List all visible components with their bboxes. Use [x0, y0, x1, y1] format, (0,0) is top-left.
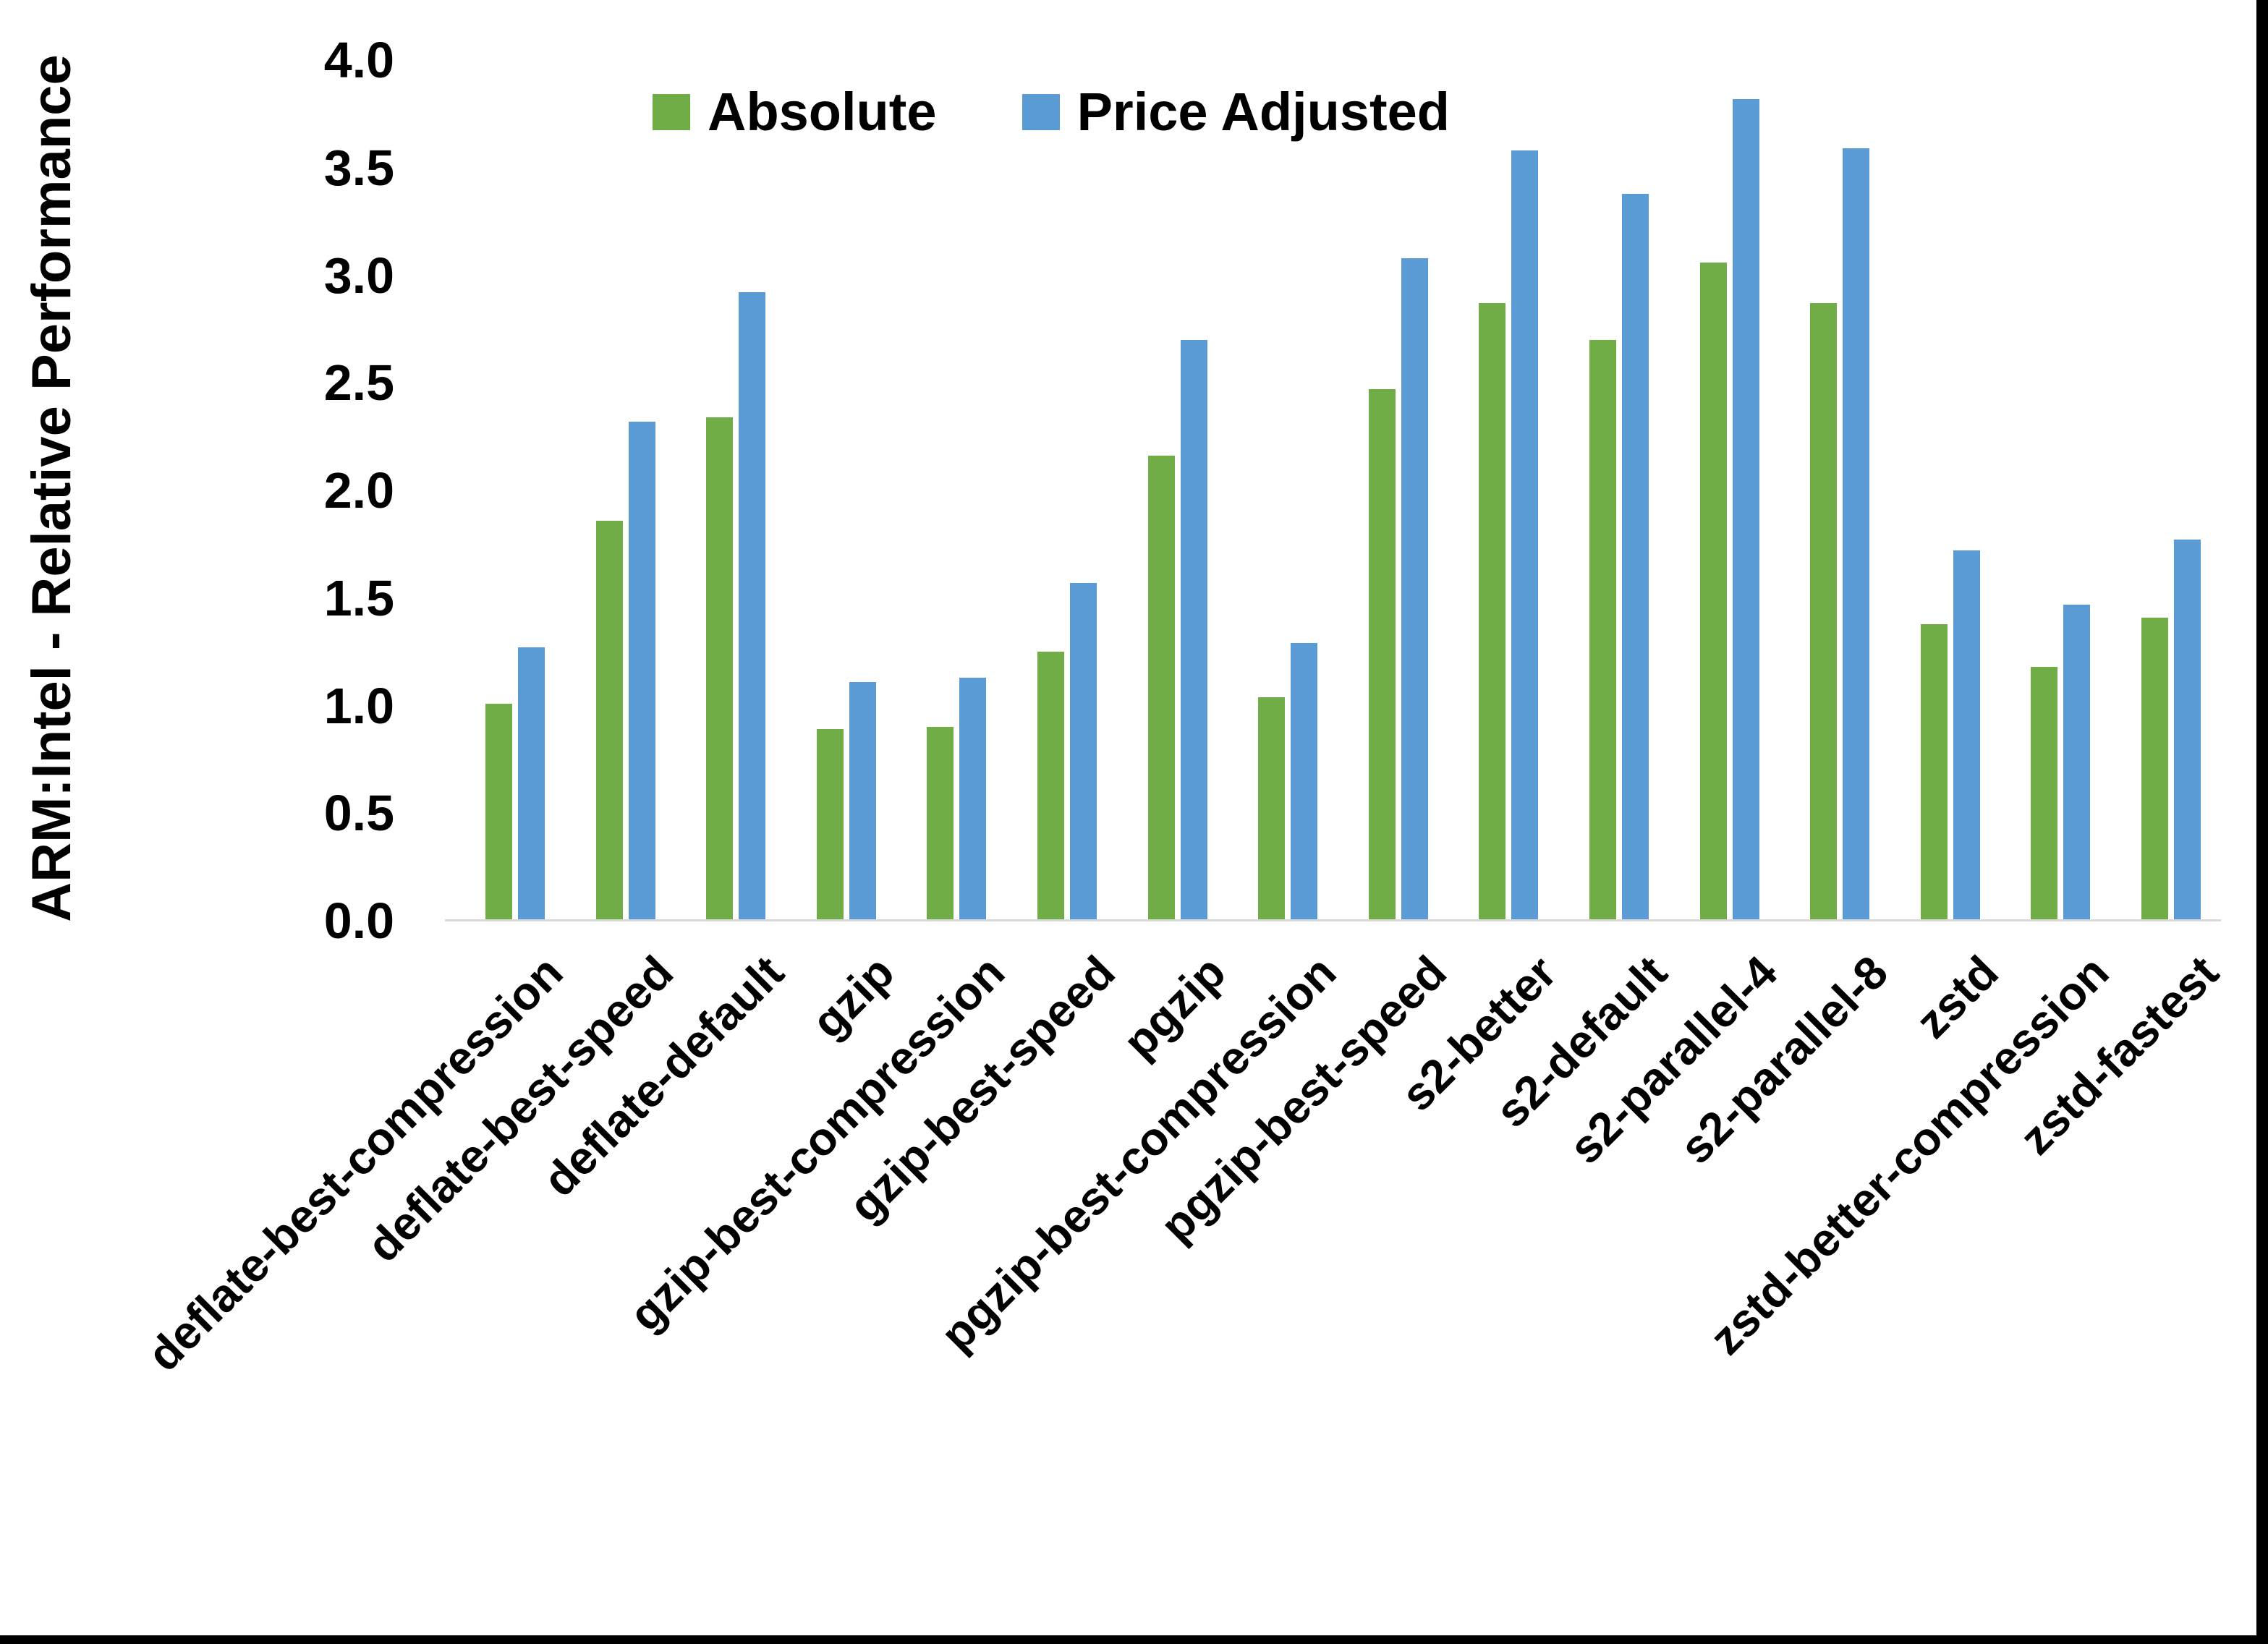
bar-absolute-deflate-best-compression [485, 703, 512, 921]
bar-price-adjusted-s2-parallel-8 [1843, 148, 1870, 921]
bar-absolute-deflate-default [706, 417, 734, 921]
bar-absolute-s2-parallel-4 [1699, 262, 1727, 921]
bar-price-adjusted-pgzip-best-speed [1401, 257, 1428, 921]
bar-price-adjusted-gzip-best-compression [959, 677, 987, 921]
y-tick-label: 2.5 [323, 354, 394, 412]
bar-absolute-pgzip [1147, 456, 1175, 921]
bar-price-adjusted-zstd-fastest [2174, 540, 2201, 921]
bar-price-adjusted-s2-default [1622, 193, 1649, 921]
bar-price-adjusted-zstd-better-compression [2063, 604, 2091, 921]
y-tick-label: 3.0 [323, 247, 394, 304]
bar-absolute-s2-parallel-8 [1810, 303, 1838, 921]
legend-item-price-adjusted: Price Adjusted [1022, 81, 1450, 142]
y-tick-label: 4.0 [323, 32, 394, 88]
bar-price-adjusted-gzip [849, 681, 876, 921]
legend-swatch-price-adjusted [1022, 93, 1060, 130]
legend-item-absolute: Absolute [653, 81, 937, 142]
bar-absolute-gzip-best-speed [1037, 652, 1064, 921]
plot-area [449, 60, 2214, 921]
y-tick-label: 2.0 [323, 462, 394, 519]
bar-price-adjusted-deflate-best-compression [518, 647, 545, 921]
bar-absolute-pgzip-best-compression [1258, 697, 1286, 921]
bar-absolute-deflate-best-speed [595, 520, 623, 921]
y-tick-label: 1.0 [323, 677, 394, 734]
x-axis-line [445, 919, 2221, 921]
bar-absolute-zstd-better-compression [2031, 667, 2058, 921]
legend-swatch-absolute [653, 93, 690, 130]
bar-price-adjusted-deflate-best-speed [628, 421, 655, 921]
bar-price-adjusted-deflate-default [739, 292, 766, 921]
bar-price-adjusted-pgzip-best-compression [1291, 643, 1318, 921]
y-tick-label: 1.5 [323, 569, 394, 626]
bar-price-adjusted-s2-parallel-4 [1732, 98, 1759, 921]
frame-right-border [2256, 0, 2268, 1644]
frame-bottom-border [0, 1635, 2268, 1644]
bar-price-adjusted-s2-better [1511, 150, 1539, 921]
legend: Absolute Price Adjusted [653, 81, 1450, 142]
y-axis-title: ARM:Intel - Relative Performance [21, 54, 82, 922]
bar-absolute-zstd [1920, 623, 1948, 921]
bar-price-adjusted-gzip-best-speed [1070, 582, 1097, 921]
bar-absolute-gzip [816, 729, 844, 921]
bar-absolute-s2-better [1479, 303, 1506, 921]
bar-price-adjusted-zstd [1953, 550, 1980, 921]
bar-absolute-zstd-fastest [2141, 617, 2168, 921]
y-tick-label: 0.5 [323, 785, 394, 842]
bar-absolute-gzip-best-compression [927, 727, 954, 921]
bar-absolute-s2-default [1589, 339, 1616, 921]
x-category-label: deflate-best-compression [137, 945, 573, 1381]
y-tick-label: 3.5 [323, 139, 394, 196]
y-tick-label: 0.0 [323, 893, 394, 949]
legend-label-absolute: Absolute [708, 82, 937, 142]
bar-absolute-pgzip-best-speed [1368, 389, 1396, 921]
legend-label-price-adjusted: Price Adjusted [1076, 82, 1450, 142]
bar-price-adjusted-pgzip [1180, 339, 1207, 921]
